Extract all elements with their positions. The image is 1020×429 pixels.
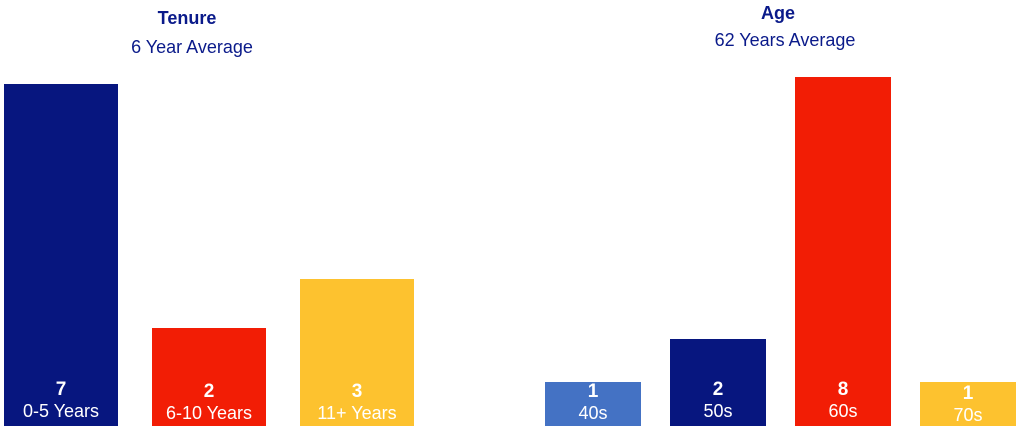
- tenure-bar-category: 6-10 Years: [165, 403, 253, 424]
- age-bar: 1 70s: [920, 382, 1016, 426]
- age-bar-category: 40s: [578, 403, 608, 424]
- age-title: Age: [760, 3, 795, 23]
- tenure-bar-value: 2: [203, 381, 215, 403]
- age-bar: 8 60s: [795, 77, 891, 426]
- age-bar-category: 60s: [828, 401, 858, 422]
- age-bar-value: 1: [962, 383, 974, 405]
- age-bar-value: 2: [712, 379, 724, 401]
- age-bar: 1 40s: [545, 381, 641, 426]
- tenure-bar: 2 6-10 Years: [152, 328, 266, 426]
- tenure-bar-category: 0-5 Years: [22, 401, 100, 422]
- tenure-bar-category: 11+ Years: [317, 403, 397, 424]
- tenure-bar-value: 7: [55, 379, 67, 401]
- age-bar-value: 1: [587, 381, 599, 403]
- age-subtitle: 62 Years Average: [714, 30, 856, 50]
- tenure-bar: 7 0-5 Years: [4, 84, 118, 426]
- age-bar: 2 50s: [670, 339, 766, 426]
- age-bar-category: 70s: [953, 405, 983, 426]
- age-bar-value: 8: [837, 379, 849, 401]
- tenure-bar: 3 11+ Years: [300, 279, 414, 426]
- tenure-subtitle: 6 Year Average: [131, 37, 253, 57]
- age-bar-category: 50s: [703, 401, 733, 422]
- tenure-bar-value: 3: [351, 381, 363, 403]
- tenure-title: Tenure: [157, 8, 217, 28]
